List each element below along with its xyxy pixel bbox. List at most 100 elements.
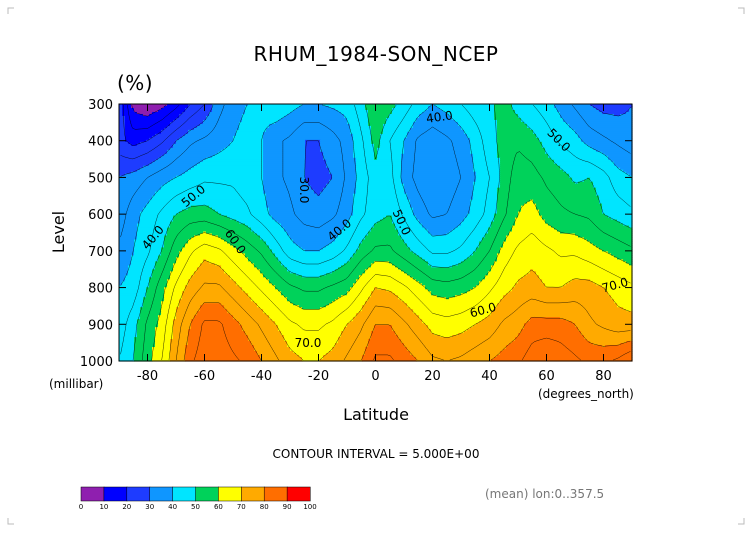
contour-band-cell	[404, 149, 471, 153]
contour-band-cell	[326, 161, 357, 165]
contour-band-cell	[548, 153, 606, 157]
contour-band-cell	[119, 339, 135, 342]
contour-band-cell	[326, 305, 363, 308]
contour-band-cell	[185, 287, 243, 290]
x-tick-label: -60	[194, 369, 215, 384]
contour-band-cell	[188, 339, 249, 342]
contour-band-cell	[464, 331, 522, 334]
contour-band-cell	[425, 285, 477, 288]
contour-band-cell	[377, 157, 402, 161]
contour-band-cell	[263, 145, 306, 149]
contour-band-cell	[365, 237, 402, 241]
contour-band-cell	[557, 107, 597, 111]
contour-band-cell	[602, 205, 633, 209]
contour-band-cell	[173, 335, 189, 338]
contour-band-cell	[137, 319, 159, 322]
contour-band-cell	[356, 167, 402, 171]
contour-band-cell	[473, 157, 501, 161]
contour-band-cell	[473, 187, 498, 191]
contour-band-cell	[119, 321, 138, 324]
contour-band-cell	[119, 239, 135, 243]
contour-band-cell	[515, 283, 546, 286]
contour-band-cell	[119, 105, 123, 109]
contour-band-cell	[530, 317, 561, 320]
contour-band-cell	[155, 191, 264, 195]
contour-band-cell	[476, 177, 501, 181]
contour-band-cell	[539, 137, 582, 141]
contour-band-cell	[371, 135, 381, 139]
contour-band-cell	[371, 337, 399, 340]
contour-band-cell	[281, 333, 342, 336]
contour-band-cell	[590, 179, 633, 183]
contour-band-cell	[119, 235, 138, 239]
contour-band-cell	[434, 333, 459, 336]
contour-band-cell	[500, 173, 570, 177]
contour-band-cell	[119, 175, 177, 179]
contour-band-cell	[242, 119, 279, 123]
contour-band-cell	[212, 104, 249, 107]
contour-band-cell	[422, 257, 468, 260]
contour-band-cell	[476, 247, 501, 251]
contour-band-cell	[173, 329, 189, 332]
contour-band-cell	[410, 351, 501, 354]
contour-band-cell	[617, 303, 633, 306]
contour-band-cell	[341, 229, 372, 233]
contour-band-cell	[194, 271, 225, 274]
contour-band-cell	[395, 105, 429, 109]
contour-band-cell	[497, 201, 528, 205]
contour-band-cell	[185, 285, 240, 288]
contour-band-cell	[305, 143, 321, 147]
contour-band-cell	[362, 241, 405, 245]
contour-band-cell	[119, 317, 141, 320]
contour-band-cell	[404, 345, 507, 348]
contour-band-cell	[491, 267, 633, 270]
contour-band-cell	[155, 341, 171, 344]
contour-band-cell	[494, 219, 516, 223]
contour-band-cell	[230, 143, 264, 147]
contour-band-cell	[500, 249, 603, 253]
contour-band-cell	[179, 113, 210, 117]
contour-band-cell	[230, 217, 273, 221]
contour-band-cell	[356, 187, 405, 191]
contour-band-cell	[152, 111, 183, 115]
contour-band-cell	[140, 211, 180, 215]
contour-band-cell	[326, 185, 357, 189]
contour-band-cell	[410, 199, 471, 203]
contour-band-cell	[305, 151, 324, 155]
contour-band-cell	[278, 259, 351, 262]
contour-band-cell	[353, 195, 408, 199]
contour-band-cell	[260, 359, 303, 362]
contour-band-cell	[536, 133, 579, 137]
contour-band-cell	[497, 193, 597, 197]
contour-band-cell	[119, 197, 153, 201]
contour-band-cell	[359, 277, 414, 280]
contour-band-cell	[353, 193, 408, 197]
colorbar-tick-label: 0	[79, 503, 83, 511]
contour-band-cell	[281, 293, 348, 296]
contour-band-cell	[191, 277, 231, 280]
contour-band-cell	[428, 325, 474, 328]
contour-band-cell	[119, 293, 147, 296]
contour-band-cell	[185, 245, 234, 249]
contour-band-cell	[401, 173, 477, 177]
contour-band-cell	[158, 109, 186, 113]
contour-band-cell	[158, 255, 180, 258]
contour-band-cell	[119, 181, 168, 185]
contour-band-cell	[350, 129, 372, 133]
contour-band-cell	[497, 123, 528, 127]
contour-band-cell	[431, 329, 468, 332]
contour-band-cell	[194, 273, 228, 276]
contour-band-cell	[131, 257, 159, 260]
contour-band-cell	[155, 335, 174, 338]
contour-band-cell	[152, 351, 171, 354]
contour-band-cell	[338, 109, 369, 113]
contour-band-cell	[362, 305, 408, 308]
y-unit-label: (millibar)	[49, 377, 103, 391]
contour-band-cell	[173, 265, 201, 268]
contour-band-cell	[179, 251, 243, 255]
contour-band-cell	[263, 181, 309, 185]
contour-band-cell	[407, 243, 480, 247]
contour-band-cell	[353, 255, 420, 258]
contour-band-cell	[119, 353, 135, 356]
contour-band-cell	[326, 165, 357, 169]
